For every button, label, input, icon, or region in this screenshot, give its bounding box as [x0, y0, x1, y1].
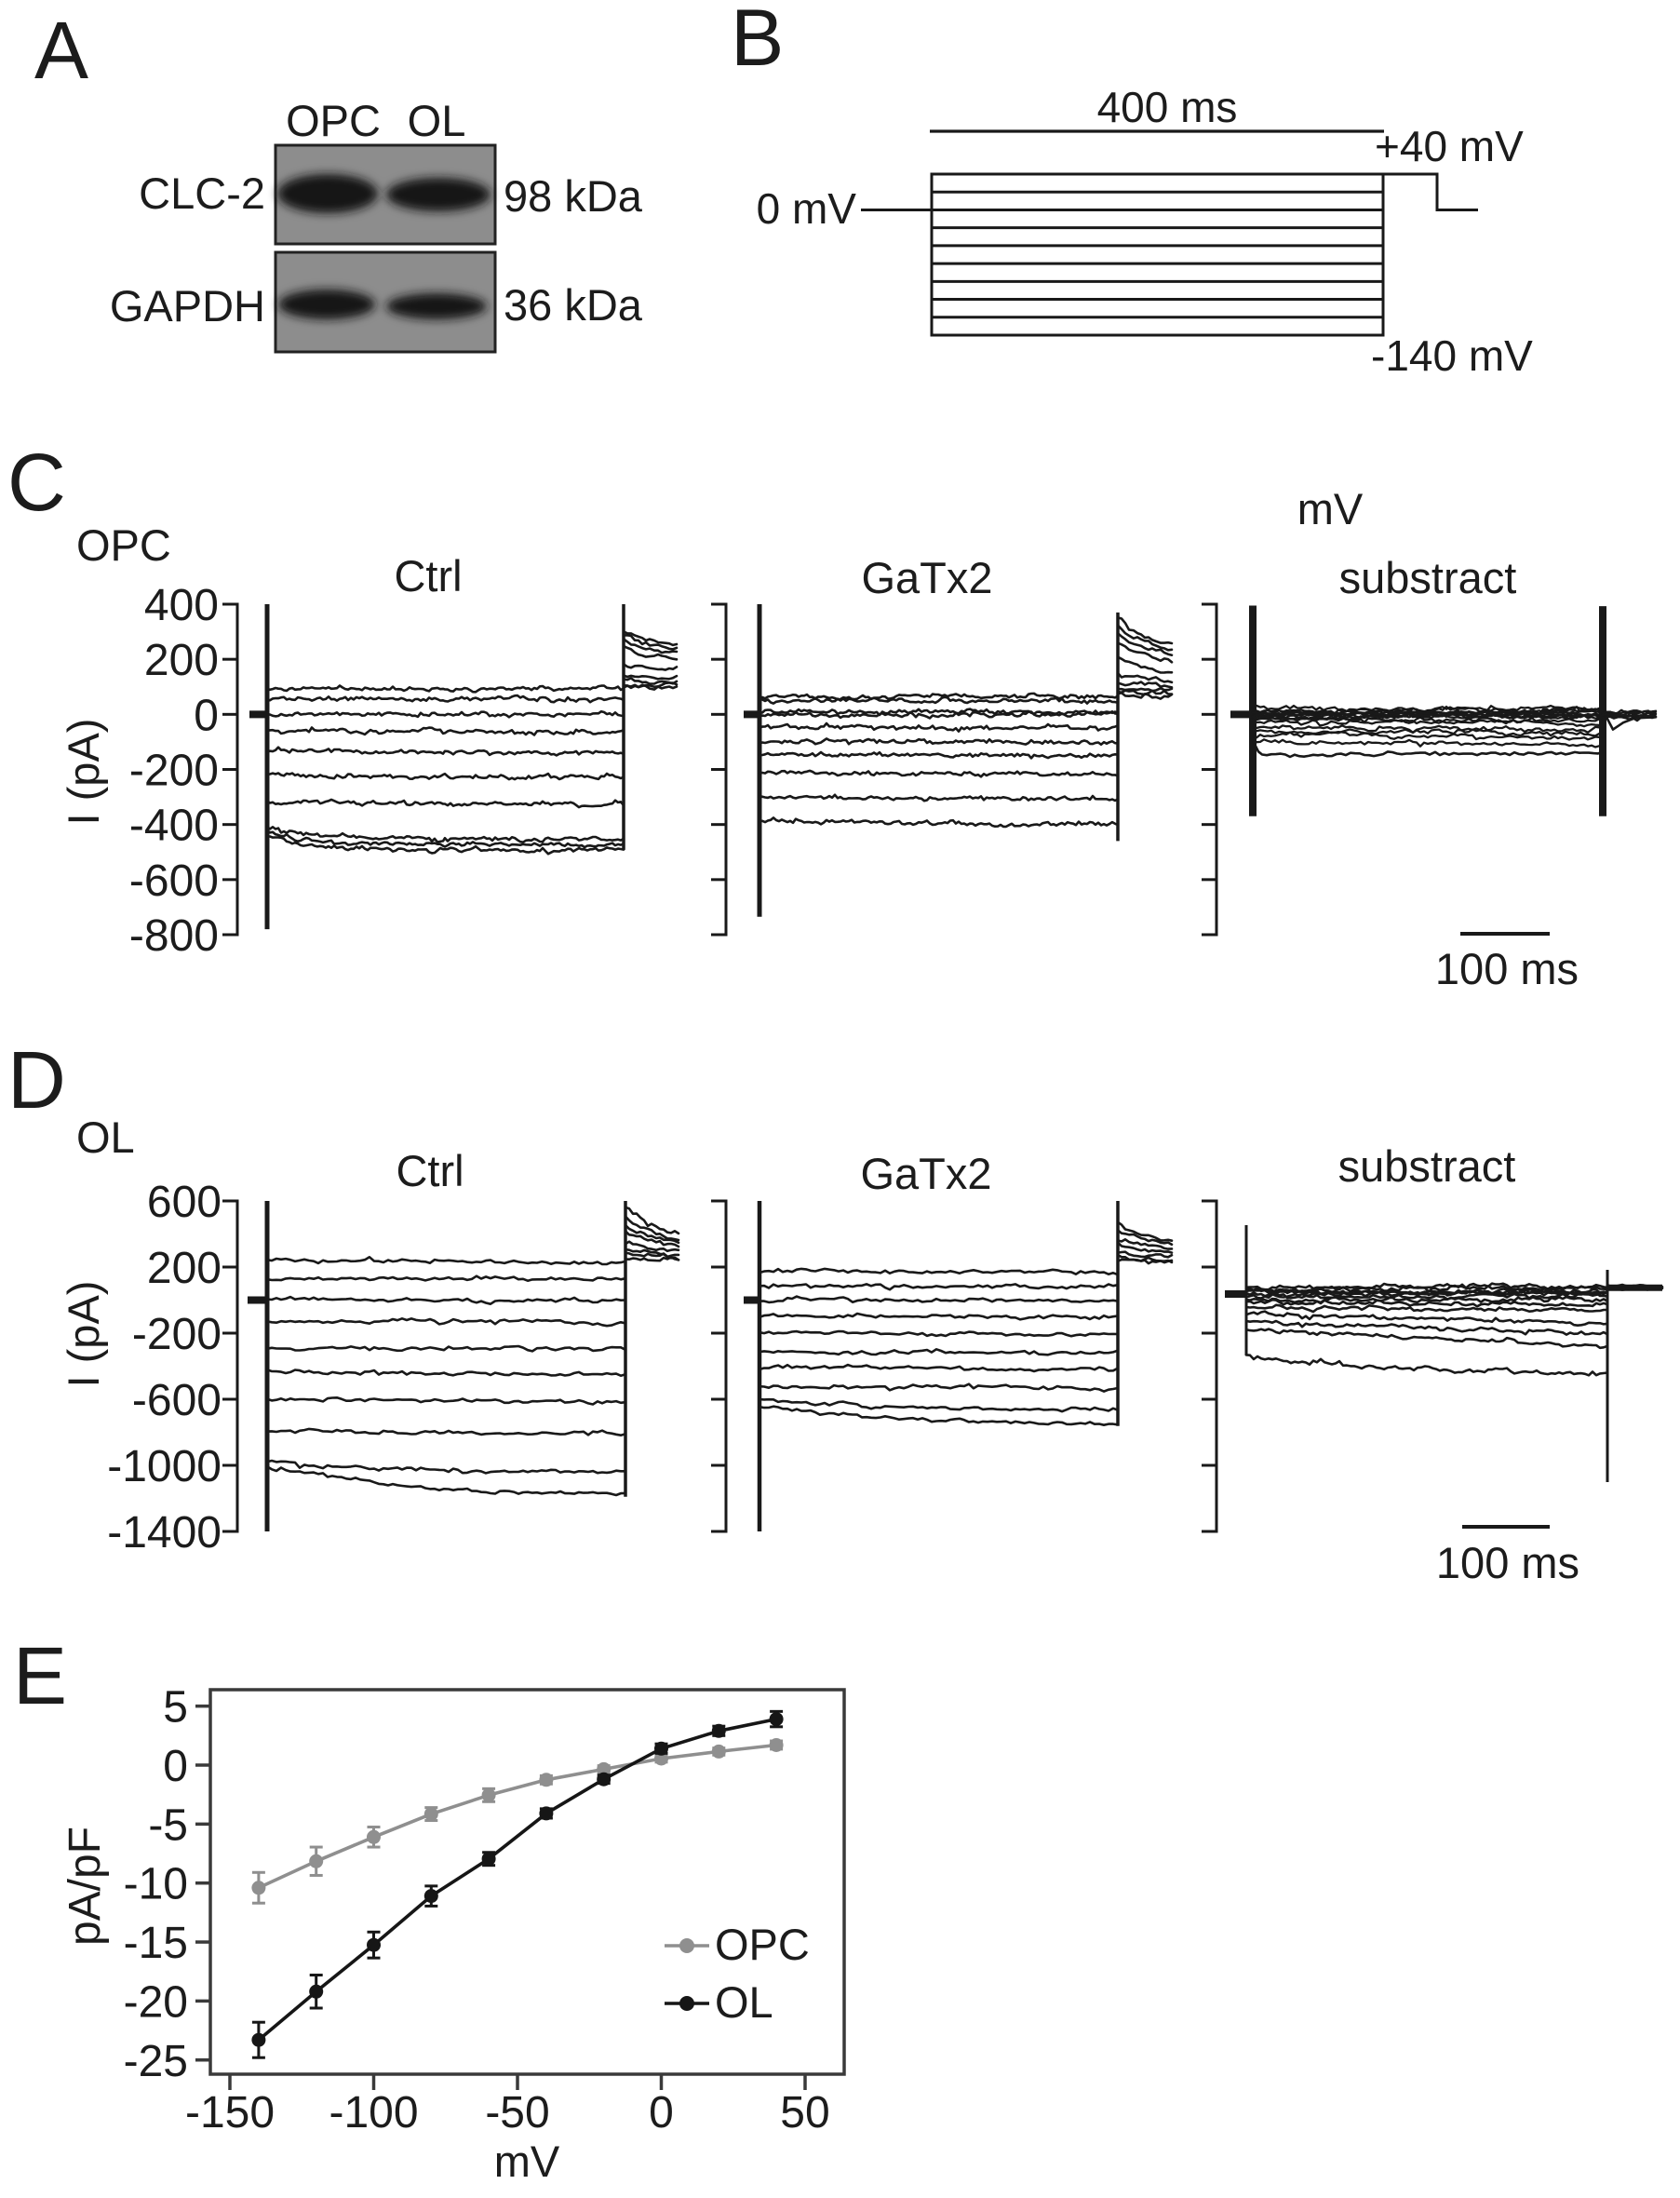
svg-text:pA/pF: pA/pF — [60, 1827, 110, 1946]
svg-text:98 kDa: 98 kDa — [504, 171, 643, 221]
svg-text:mV: mV — [1297, 484, 1364, 533]
svg-text:OPC: OPC — [715, 1920, 810, 1969]
svg-text:200: 200 — [144, 636, 219, 685]
svg-text:OPC: OPC — [286, 96, 381, 145]
svg-text:+40 mV: +40 mV — [1375, 122, 1524, 170]
svg-text:I (pA): I (pA) — [59, 1281, 108, 1388]
svg-text:-20: -20 — [124, 1977, 188, 2027]
svg-text:-10: -10 — [124, 1860, 188, 1909]
svg-text:0: 0 — [163, 1742, 188, 1791]
svg-text:D: D — [7, 1035, 66, 1126]
svg-text:-100: -100 — [329, 2088, 418, 2137]
svg-text:-400: -400 — [129, 802, 219, 851]
svg-text:-1000: -1000 — [107, 1442, 222, 1491]
svg-text:B: B — [731, 0, 784, 83]
svg-text:50: 50 — [780, 2088, 829, 2137]
svg-text:-1400: -1400 — [107, 1508, 222, 1557]
svg-text:CLC-2: CLC-2 — [139, 169, 265, 218]
svg-text:200: 200 — [147, 1244, 222, 1293]
svg-text:36 kDa: 36 kDa — [504, 280, 643, 330]
svg-text:-800: -800 — [129, 911, 219, 961]
svg-text:E: E — [13, 1631, 67, 1721]
svg-text:mV: mV — [494, 2137, 560, 2186]
svg-text:600: 600 — [147, 1178, 222, 1227]
svg-text:-15: -15 — [124, 1919, 188, 1968]
svg-text:OL: OL — [76, 1112, 135, 1162]
svg-text:-600: -600 — [129, 856, 219, 906]
svg-text:0: 0 — [649, 2088, 674, 2137]
svg-text:OL: OL — [715, 1977, 773, 2027]
svg-text:-25: -25 — [124, 2037, 188, 2086]
svg-text:-200: -200 — [129, 747, 219, 796]
svg-text:Ctrl: Ctrl — [396, 1146, 464, 1195]
svg-text:400: 400 — [144, 581, 219, 630]
svg-text:Ctrl: Ctrl — [394, 551, 462, 600]
svg-text:GaTx2: GaTx2 — [861, 553, 992, 602]
svg-text:GaTx2: GaTx2 — [860, 1149, 991, 1198]
svg-text:C: C — [7, 438, 66, 528]
svg-text:-150: -150 — [185, 2088, 275, 2137]
svg-text:-140 mV: -140 mV — [1371, 331, 1533, 380]
svg-text:0: 0 — [194, 691, 219, 740]
svg-text:-50: -50 — [485, 2088, 549, 2137]
svg-text:-200: -200 — [132, 1310, 222, 1359]
svg-text:A: A — [34, 6, 88, 96]
svg-text:substract: substract — [1338, 1141, 1516, 1191]
svg-text:5: 5 — [163, 1683, 188, 1733]
svg-text:substract: substract — [1339, 553, 1517, 602]
svg-text:OPC: OPC — [76, 520, 171, 570]
svg-text:GAPDH: GAPDH — [110, 281, 265, 330]
svg-text:-600: -600 — [132, 1376, 222, 1425]
svg-text:400 ms: 400 ms — [1097, 83, 1238, 131]
svg-text:0 mV: 0 mV — [757, 184, 857, 233]
svg-text:OL: OL — [408, 96, 466, 145]
svg-text:100 ms: 100 ms — [1436, 1538, 1579, 1587]
svg-text:100 ms: 100 ms — [1435, 944, 1579, 993]
svg-text:I (pA): I (pA) — [59, 719, 108, 826]
svg-text:-5: -5 — [148, 1800, 188, 1850]
